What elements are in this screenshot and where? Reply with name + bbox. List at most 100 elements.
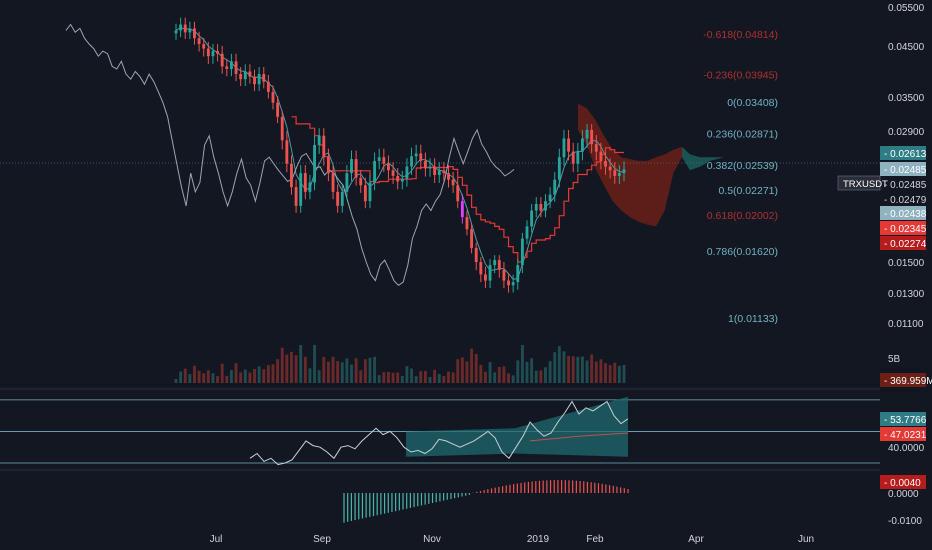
volume-bar bbox=[474, 354, 478, 383]
candle-body bbox=[525, 226, 529, 239]
time-axis-label: Jun bbox=[798, 534, 814, 545]
candle-body bbox=[479, 262, 483, 275]
volume-bar bbox=[206, 370, 210, 383]
candle bbox=[285, 131, 289, 173]
macd-axis-label: 0.0000 bbox=[888, 489, 919, 500]
price-tag-value: - 0.02345 bbox=[884, 224, 927, 235]
candle bbox=[594, 135, 598, 161]
candle bbox=[225, 59, 229, 77]
candle bbox=[576, 142, 580, 173]
candle bbox=[585, 124, 589, 148]
candle-body bbox=[354, 159, 358, 178]
candle bbox=[290, 155, 293, 195]
volume-bar bbox=[294, 355, 298, 383]
candle bbox=[410, 147, 413, 175]
price-axis-label: 0.01300 bbox=[888, 289, 925, 300]
candle-body bbox=[419, 153, 423, 161]
candle-body bbox=[368, 182, 372, 202]
candle-body bbox=[571, 151, 575, 164]
volume-bar bbox=[193, 365, 196, 383]
candle bbox=[271, 85, 275, 110]
candle bbox=[507, 273, 510, 293]
volume-bar bbox=[363, 359, 367, 383]
candle-body bbox=[216, 51, 219, 54]
candle-body bbox=[488, 265, 492, 281]
candle-body bbox=[271, 91, 275, 103]
price-axis-label: 0.03500 bbox=[888, 93, 925, 104]
volume-bar bbox=[299, 345, 303, 383]
candle-body bbox=[520, 238, 524, 266]
candle bbox=[437, 162, 441, 183]
candle-body bbox=[617, 173, 621, 176]
volume-bar bbox=[414, 376, 418, 383]
volume-bar bbox=[225, 375, 229, 383]
volume-bar bbox=[216, 376, 219, 383]
candle bbox=[248, 64, 252, 84]
volume-bar bbox=[511, 375, 515, 383]
fib-label: 0(0.03408) bbox=[727, 97, 778, 109]
volume-bar bbox=[571, 356, 575, 383]
fib-label: 0.382(0.02539) bbox=[707, 160, 778, 172]
candle bbox=[299, 165, 303, 213]
candle-body bbox=[410, 156, 413, 167]
candle bbox=[470, 223, 474, 254]
candle bbox=[599, 142, 603, 170]
candle-body bbox=[391, 170, 395, 176]
volume-bar bbox=[437, 373, 441, 383]
candle-body bbox=[299, 173, 303, 206]
volume-bar bbox=[562, 351, 566, 383]
volume-bar bbox=[553, 352, 557, 383]
candle-body bbox=[340, 191, 344, 206]
price-tags: - 0.02613 - 0.02485 - 0.02485 - 0.02479 - 0.… bbox=[837, 146, 927, 250]
candle bbox=[179, 17, 183, 38]
candle-body bbox=[373, 160, 377, 183]
price-tag-value: - 0.02613 bbox=[884, 149, 927, 160]
candle-body bbox=[470, 229, 474, 248]
time-axis-label: Feb bbox=[586, 534, 604, 545]
candle-body bbox=[387, 163, 390, 171]
volume-bar bbox=[391, 372, 395, 383]
candle bbox=[377, 148, 381, 170]
candle bbox=[493, 255, 497, 274]
candle bbox=[562, 129, 566, 166]
candle-body bbox=[613, 170, 617, 176]
candle-body bbox=[534, 203, 538, 211]
candle-body bbox=[414, 153, 418, 157]
candle-body bbox=[202, 44, 206, 49]
candle bbox=[363, 177, 367, 209]
candle bbox=[326, 148, 330, 182]
fib-label: -0.618(0.04814) bbox=[703, 29, 778, 41]
candle-body bbox=[211, 51, 215, 57]
price-tag bbox=[880, 177, 926, 191]
candle bbox=[202, 37, 206, 57]
volume-bar bbox=[423, 371, 427, 383]
candle-body bbox=[229, 61, 233, 69]
candle bbox=[391, 162, 395, 184]
rsi-tag bbox=[880, 412, 926, 426]
price-tag bbox=[880, 146, 926, 160]
fib-label: 0.236(0.02871) bbox=[707, 129, 778, 141]
candle-body bbox=[539, 203, 543, 211]
candle-body bbox=[405, 166, 409, 179]
candle bbox=[197, 31, 201, 52]
candle-body bbox=[382, 157, 386, 164]
rsi-pane: 60.000040.0000- 53.7766- 47.0231 bbox=[0, 396, 927, 466]
price-tag bbox=[880, 221, 926, 235]
volume-bar bbox=[262, 369, 266, 383]
candle-body bbox=[276, 102, 280, 117]
candle bbox=[557, 148, 561, 188]
rsi-tag bbox=[880, 427, 926, 441]
candle bbox=[387, 155, 390, 179]
candle-body bbox=[285, 140, 289, 164]
candle-body bbox=[350, 159, 353, 174]
candle bbox=[216, 43, 219, 62]
candle bbox=[345, 165, 349, 200]
volume-bar bbox=[345, 358, 349, 383]
volume-bar bbox=[276, 359, 280, 383]
price-tag bbox=[880, 236, 926, 250]
candle bbox=[488, 259, 492, 289]
volume-bar bbox=[599, 359, 603, 383]
volume-bars: 5B - 369.959M bbox=[0, 345, 932, 471]
volume-bar bbox=[243, 369, 247, 383]
